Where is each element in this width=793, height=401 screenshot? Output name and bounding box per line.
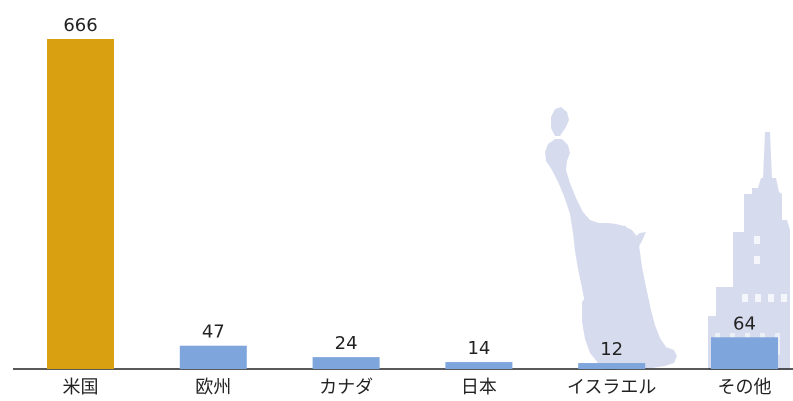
bar-3 [445,362,513,369]
statue-of-liberty-illustration [545,107,677,370]
bar-0 [47,39,114,369]
category-label-3: 日本 [461,377,497,398]
skyscraper-illustration [708,132,790,370]
category-label-2: カナダ [319,377,373,398]
value-label-2: 24 [335,333,358,354]
value-label-5: 64 [733,313,756,334]
bar-5 [711,337,778,369]
category-label-5: その他 [718,377,772,398]
category-label-4: イスラエル [567,377,656,398]
value-label-1: 47 [202,322,225,343]
category-label-0: 米国 [63,377,99,398]
plot-area: 666 米国 47 欧州 24 カナダ 14 日本 12 イスラエル 64 その他 [13,15,793,398]
bar-2 [312,357,380,369]
category-label-1: 欧州 [195,377,231,398]
bar-1 [179,345,247,369]
bar-4 [578,363,646,369]
value-label-0: 666 [63,15,97,36]
value-label-3: 14 [467,338,490,359]
value-label-4: 12 [600,339,623,360]
